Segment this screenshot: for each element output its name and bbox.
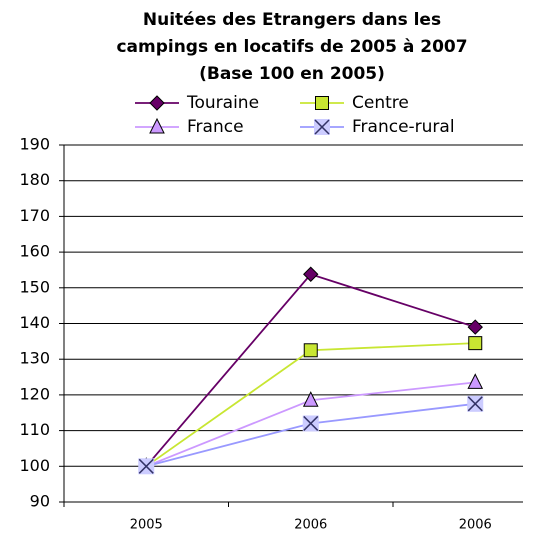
marker — [467, 395, 484, 412]
series-line — [145, 273, 476, 467]
y-tick-label: 160 — [19, 242, 50, 261]
marker-x — [138, 458, 154, 474]
marker-x — [314, 119, 330, 135]
marker-x — [303, 415, 319, 431]
x-tick-label: 2005 — [130, 518, 163, 533]
marker — [315, 96, 329, 110]
marker-x — [467, 396, 483, 412]
y-tick-label: 170 — [19, 206, 50, 225]
marker — [149, 117, 165, 134]
y-tick-label: 150 — [19, 277, 50, 296]
marker — [138, 458, 155, 475]
marker — [314, 119, 330, 135]
marker — [303, 343, 318, 358]
y-tick-label: 130 — [19, 349, 50, 368]
y-tick-label: 120 — [19, 384, 50, 403]
marker — [467, 319, 483, 335]
legend-label: Touraine — [186, 93, 259, 113]
marker — [467, 373, 484, 389]
chart-title: campings en locatifs de 2005 à 2007 — [116, 37, 467, 57]
y-tick-label: 140 — [19, 313, 50, 332]
y-tick-label: 180 — [19, 170, 50, 189]
legend-label: France-rural — [352, 117, 455, 137]
marker — [302, 415, 319, 432]
x-tick-label: 2006 — [459, 518, 492, 533]
marker — [468, 336, 483, 351]
marker — [303, 266, 319, 282]
marker — [149, 95, 165, 111]
y-tick-label: 100 — [19, 456, 50, 475]
chart-title: (Base 100 en 2005) — [199, 64, 385, 84]
y-tick-label: 190 — [19, 135, 50, 154]
legend-label: France — [187, 117, 244, 137]
series-line — [146, 402, 476, 468]
x-tick-label: 2006 — [294, 518, 327, 533]
marker — [302, 391, 319, 407]
legend-label: Centre — [352, 93, 409, 113]
chart-title: Nuitées des Etrangers dans les — [143, 10, 441, 30]
y-tick-label: 90 — [30, 492, 50, 511]
y-tick-label: 110 — [19, 420, 50, 439]
